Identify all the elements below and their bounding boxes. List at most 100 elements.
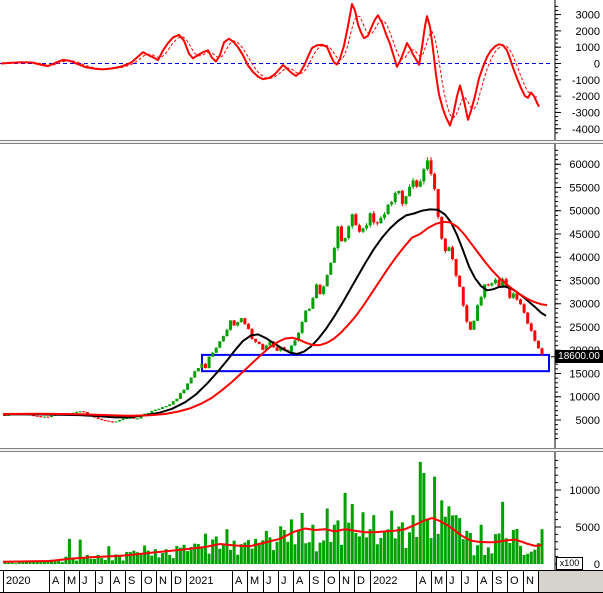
volume-bar: [250, 548, 254, 564]
candle-body: [218, 341, 222, 348]
candle-body: [425, 160, 429, 170]
volume-bar: [422, 472, 426, 564]
candle-body: [397, 190, 401, 194]
x-axis-cell: J: [278, 571, 293, 592]
candle-body: [232, 320, 236, 326]
candle-body: [107, 420, 111, 422]
y-tick-label: 30000: [569, 299, 600, 311]
volume-bar: [340, 544, 344, 564]
volume-bar: [157, 557, 161, 564]
volume-bar: [139, 554, 143, 564]
x-axis-cell: J: [263, 571, 278, 592]
candle-body: [483, 284, 487, 298]
volume-bar: [400, 522, 404, 564]
volume-bar: [490, 553, 494, 564]
volume-bar: [336, 520, 340, 564]
candle-body: [529, 323, 533, 331]
candle-body: [257, 341, 261, 345]
candle-body: [508, 286, 512, 298]
candle-body: [207, 356, 211, 369]
x-axis-cell: A: [110, 571, 125, 592]
volume-bar: [214, 536, 218, 564]
volume-bar: [75, 560, 79, 564]
candle-body: [332, 248, 336, 263]
volume-bar: [229, 549, 233, 564]
candle-body: [50, 415, 54, 417]
volume-bar: [504, 538, 508, 564]
candle-body: [275, 347, 279, 351]
volume-bar: [146, 550, 150, 564]
candle-body: [164, 406, 168, 408]
volume-bar: [483, 554, 487, 564]
volume-bar: [207, 553, 211, 564]
candle-body: [189, 377, 193, 384]
y-tick-label: 5000: [576, 522, 600, 534]
volume-bar: [311, 524, 315, 564]
volume-bar: [164, 549, 168, 564]
panel-separator: [0, 448, 603, 452]
volume-bar: [10, 562, 14, 564]
x-axis-cell: O: [324, 571, 339, 592]
support-box: [201, 353, 550, 373]
candle-body: [193, 371, 197, 378]
volume-bar: [257, 543, 261, 564]
candle-body: [178, 393, 182, 399]
candle-body: [132, 417, 136, 419]
y-tick-label: 10000: [569, 392, 600, 404]
panel-momentum[interactable]: 3000 2000 1000 0 -1000 -2000 -3000 -4000: [0, 0, 603, 140]
volume-bar: [436, 533, 440, 564]
volume-bar: [114, 554, 118, 564]
volume-bar: [350, 504, 354, 564]
y-axis: 3000 2000 1000 0 -1000 -2000 -3000 -4000: [554, 0, 600, 140]
candle-body: [182, 389, 186, 394]
volume-bar: [46, 560, 50, 564]
x-axis-filler: [538, 571, 603, 592]
x-axis-cell: N: [523, 571, 538, 592]
volume-bar: [300, 512, 304, 564]
candle-body: [300, 321, 304, 333]
candle-body: [279, 347, 283, 351]
volume-bar: [261, 540, 265, 564]
panel-volume[interactable]: 10000 5000 0: [0, 452, 603, 570]
candle-body: [78, 411, 82, 413]
volume-bar: [307, 542, 311, 564]
candle-body: [171, 401, 175, 405]
candle-body: [186, 383, 190, 390]
candle-body: [493, 279, 497, 284]
volume-bar: [322, 540, 326, 564]
x-axis-cell: A: [477, 571, 492, 592]
candle-body: [221, 336, 225, 342]
y-tick-label: -1000: [572, 75, 600, 87]
candle-body: [135, 418, 139, 420]
x-axis-cell: D: [354, 571, 369, 592]
panel-price[interactable]: 60000 55000 50000 45000 40000 35000 30000 25000…: [0, 144, 603, 448]
volume-bar: [96, 554, 100, 564]
candle-body: [264, 345, 268, 350]
x-axis-cell: S: [125, 571, 140, 592]
volume-bar: [433, 476, 437, 564]
volume-bar: [282, 529, 286, 564]
volume-bar: [153, 549, 157, 564]
volume-bar: [35, 561, 39, 564]
candle-body: [157, 408, 161, 410]
candle-body: [350, 214, 354, 227]
candle-body: [522, 304, 526, 313]
candle-body: [110, 421, 114, 423]
candle-body: [436, 189, 440, 217]
candle-body: [447, 247, 451, 252]
x-axis-cell: J: [446, 571, 461, 592]
volume-bar: [297, 529, 301, 564]
y-tick-label: 60000: [569, 159, 600, 171]
volume-bar: [239, 544, 243, 564]
volume-bar: [218, 548, 222, 564]
volume-bar: [272, 550, 275, 564]
candle-body: [103, 420, 107, 422]
volume-bar: [57, 560, 61, 564]
volume-bar: [465, 530, 469, 564]
volume-bar: [429, 538, 433, 564]
volume-bar: [189, 546, 193, 564]
volume-bar: [264, 530, 268, 564]
candle-body: [390, 202, 394, 205]
volume-bar: [203, 533, 207, 564]
